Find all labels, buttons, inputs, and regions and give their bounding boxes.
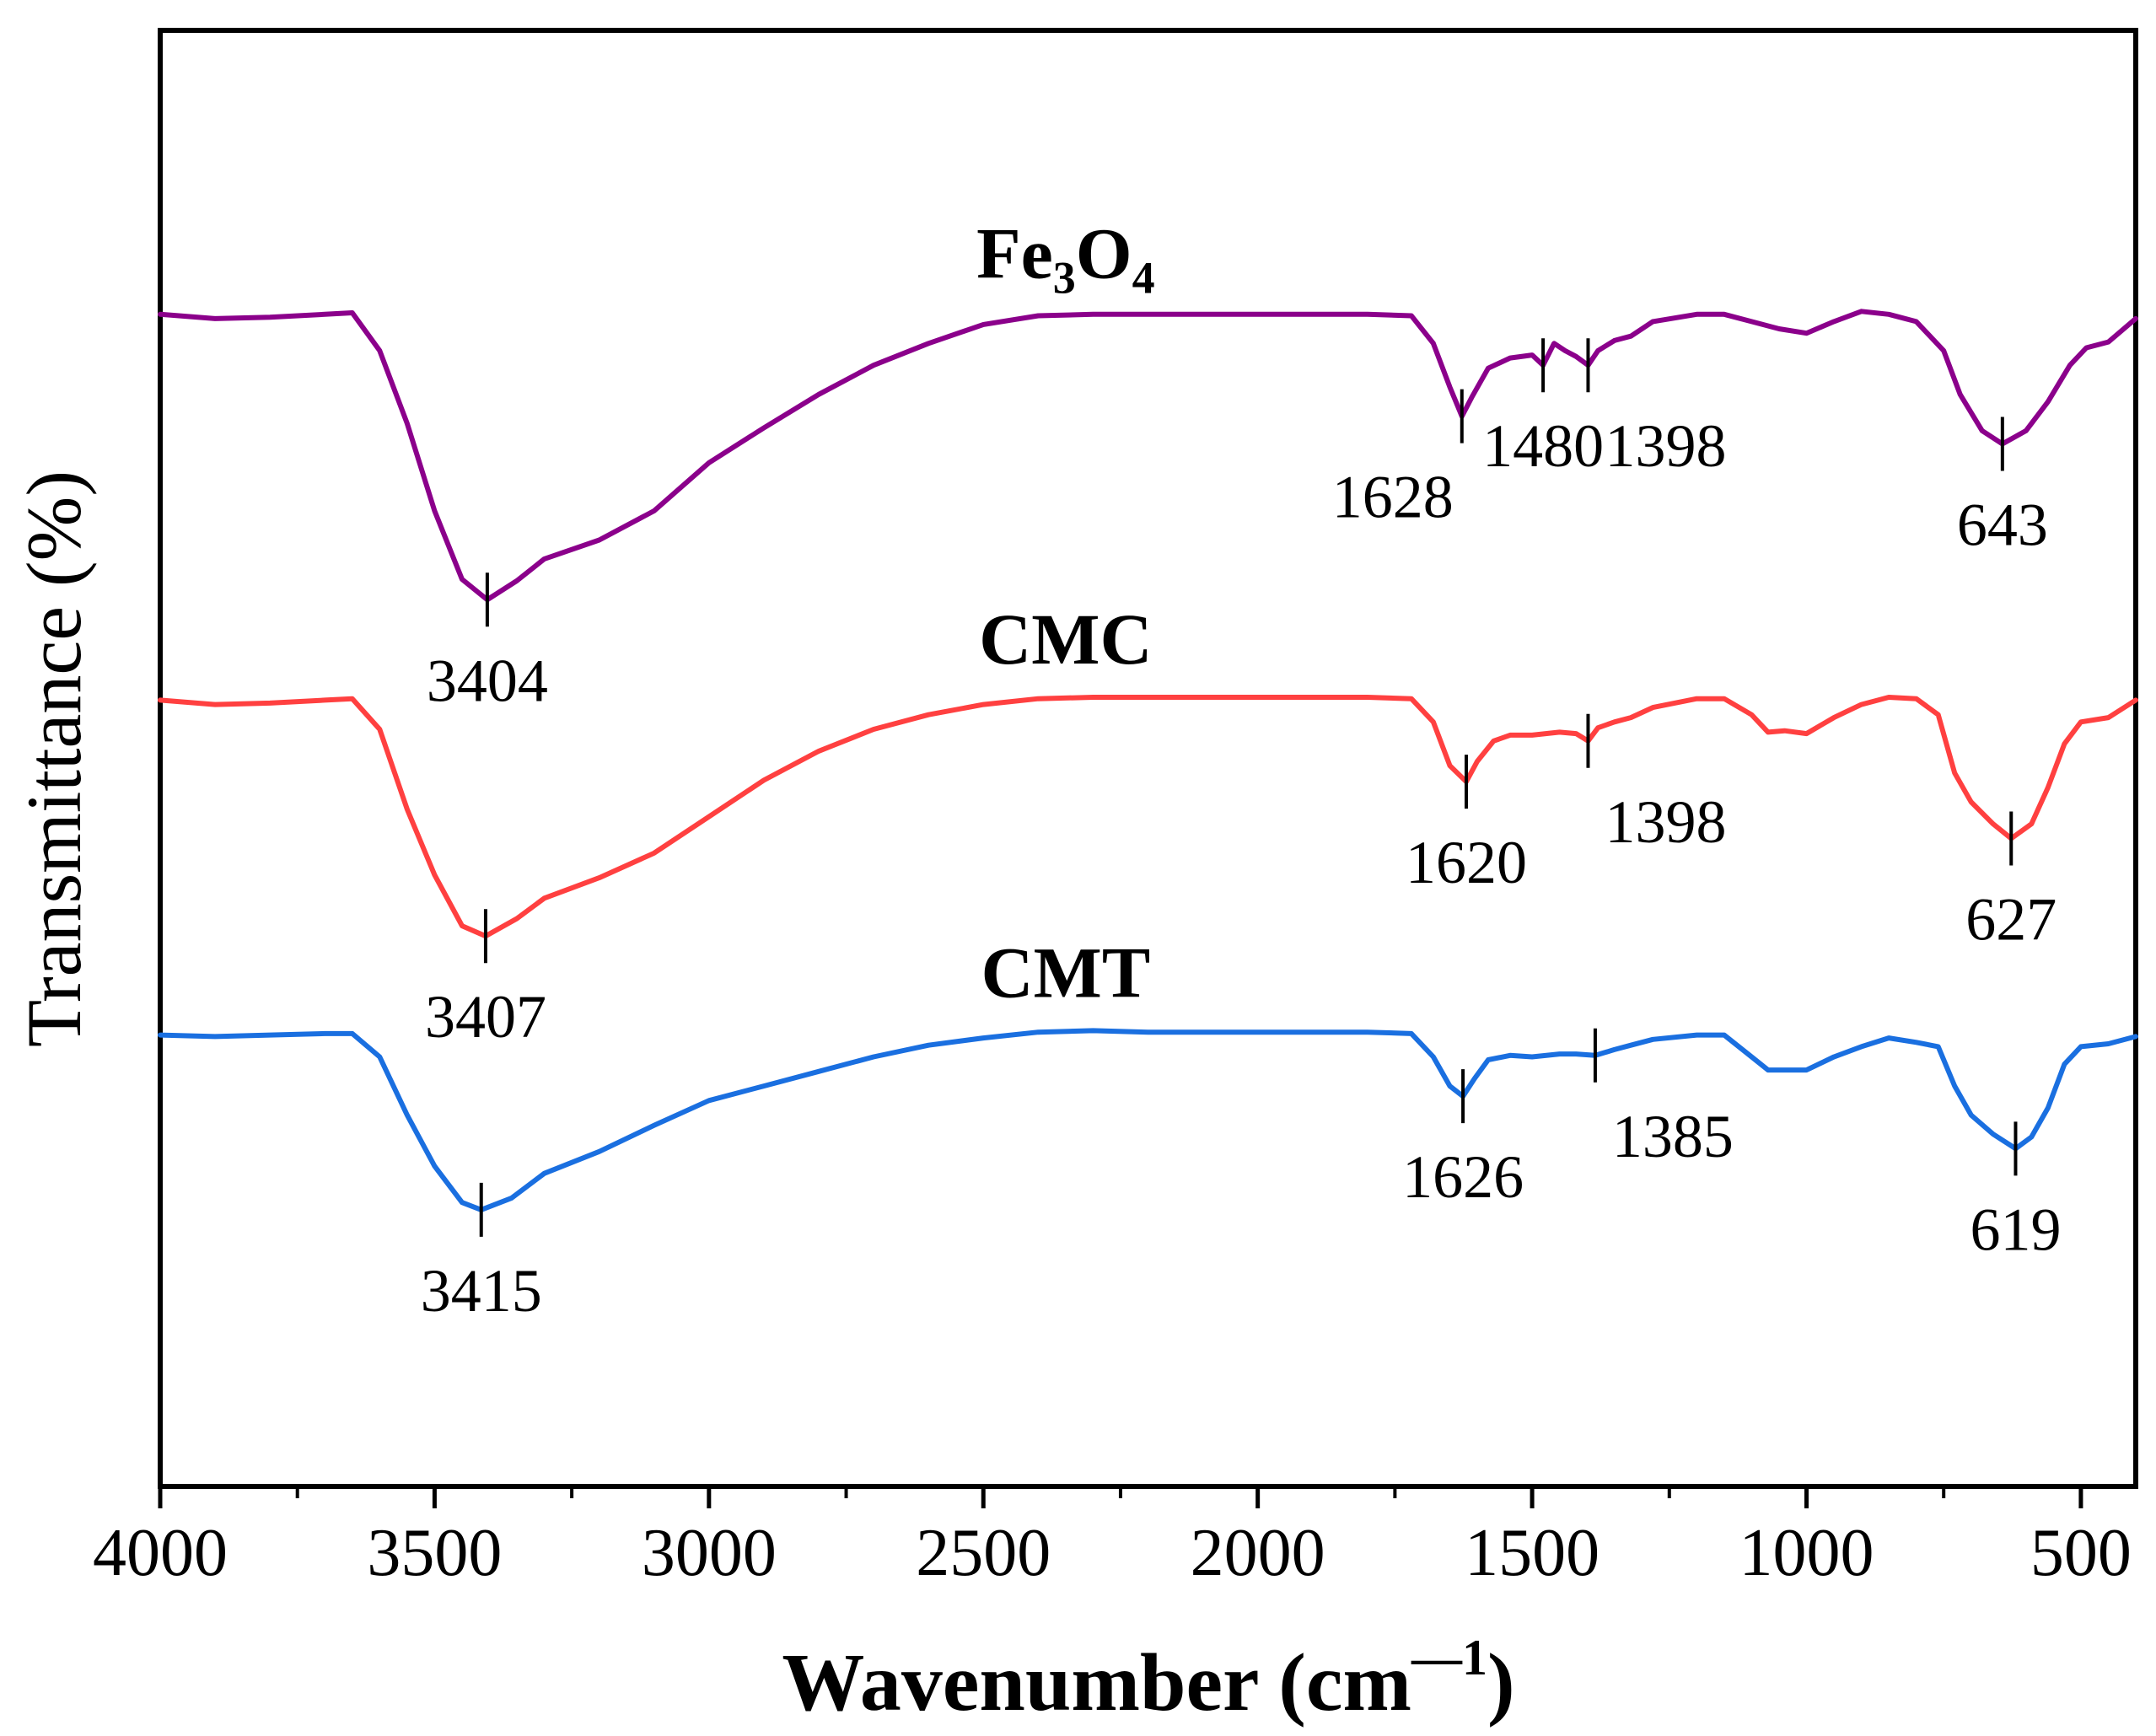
series-line-cmc (158, 695, 2138, 939)
peak-label-1385: 1385 (1612, 1103, 1734, 1170)
peak-label-1480: 1480 (1482, 412, 1604, 480)
x-axis-label: Wavenumber (cm—1) (782, 1630, 1514, 1728)
peak-label-1620: 1620 (1406, 829, 1527, 896)
series-line-cmt (158, 1028, 2138, 1212)
peak-label-1398: 1398 (1605, 412, 1726, 480)
peak-label-3407: 3407 (425, 983, 546, 1051)
x-tick-label-2000: 2000 (1191, 1516, 1325, 1590)
peak-label-3404: 3404 (427, 647, 548, 714)
peak-label-643: 643 (1957, 491, 2048, 558)
peak-label-619: 619 (1970, 1196, 2061, 1263)
x-tick-label-1000: 1000 (1739, 1516, 1874, 1590)
peak-label-1628: 1628 (1332, 464, 1454, 531)
peak-label-3415: 3415 (421, 1257, 542, 1325)
peak-label-627: 627 (1965, 885, 2057, 953)
series-label-cmc: CMC (979, 599, 1152, 680)
x-tick-label-2500: 2500 (916, 1516, 1051, 1590)
x-tick-label-1500: 1500 (1465, 1516, 1600, 1590)
peak-label-1398: 1398 (1605, 788, 1726, 856)
x-tick-label-3000: 3000 (642, 1516, 777, 1590)
x-axis-label-main: Wavenumber (cm (782, 1637, 1411, 1728)
x-axis-label-close: ) (1487, 1637, 1515, 1728)
x-tick-label-3500: 3500 (367, 1516, 502, 1590)
x-axis-ticks: 4000 3500 3000 2500 2000 1500 1000 500 (93, 1486, 2132, 1590)
series-label-fe3o4: Fe3O4 (976, 212, 1155, 303)
series-layer (158, 309, 2138, 1212)
peak-label-1626: 1626 (1402, 1143, 1524, 1211)
x-tick-label-4000: 4000 (93, 1516, 228, 1590)
series-labels: Fe3O4 CMC CMT (976, 212, 1155, 1013)
x-tick-label-500: 500 (2030, 1516, 2132, 1590)
plot-frame (158, 28, 2138, 1489)
x-axis-label-superscript: —1 (1411, 1630, 1487, 1685)
series-label-cmt: CMT (981, 932, 1151, 1013)
y-axis-label: Transmittance (%) (11, 470, 97, 1047)
series-line-fe3o4 (158, 309, 2138, 603)
